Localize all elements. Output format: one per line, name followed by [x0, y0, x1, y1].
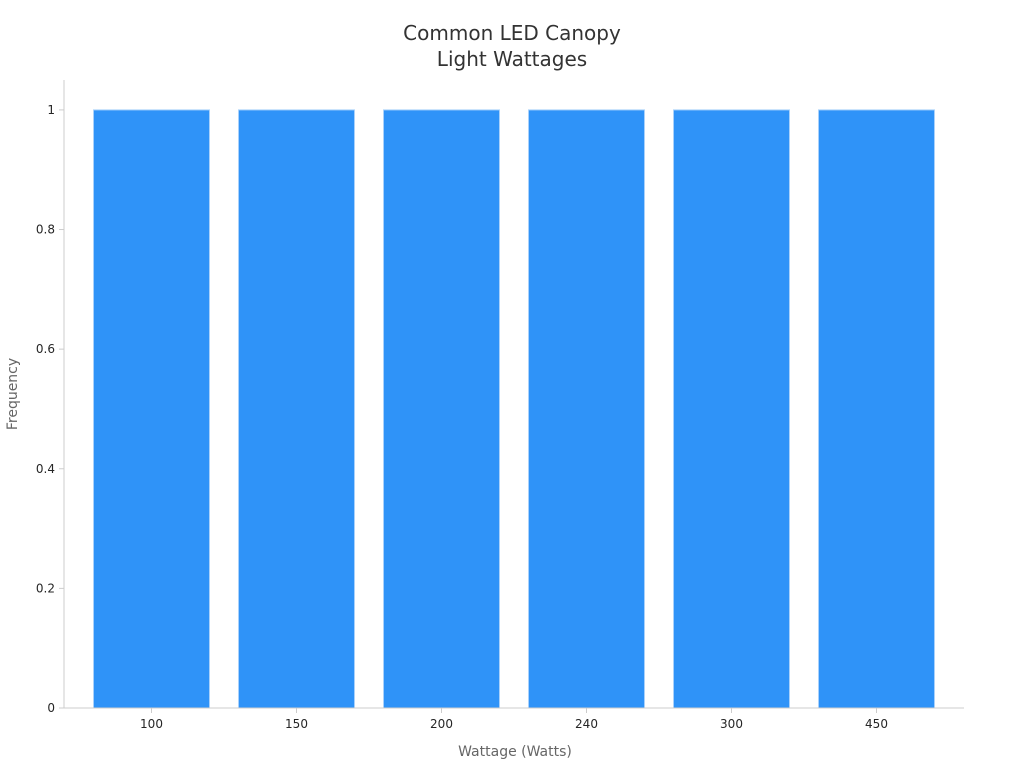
y-tick-label: 1: [47, 103, 55, 117]
bars-layer: [93, 109, 935, 709]
bar-200: [383, 109, 500, 709]
x-tick-label: 200: [430, 717, 453, 731]
y-tick-label: 0.6: [36, 342, 55, 356]
bar-240: [528, 109, 645, 709]
y-tick-label: 0.4: [36, 462, 55, 476]
chart-title-line-2: Light Wattages: [437, 47, 587, 71]
bar-100: [93, 109, 210, 709]
x-tick-label: 450: [865, 717, 888, 731]
x-tick-label: 300: [720, 717, 743, 731]
bar-450: [818, 109, 935, 709]
y-tick-label: 0.8: [36, 223, 55, 237]
y-tick-label: 0.2: [36, 581, 55, 595]
bar-150: [238, 109, 355, 709]
x-tick-label: 150: [285, 717, 308, 731]
chart-title-line-1: Common LED Canopy: [403, 21, 621, 45]
x-axis-ticks: 100 150 200 240 300 450: [140, 708, 888, 731]
y-axis-label: Frequency: [5, 358, 21, 430]
x-axis-label: Wattage (Watts): [458, 744, 572, 760]
y-axis-ticks: 0 0.2 0.4 0.6 0.8 1: [36, 103, 64, 715]
x-tick-label: 100: [140, 717, 163, 731]
x-tick-label: 240: [575, 717, 598, 731]
y-tick-label: 0: [47, 701, 55, 715]
chart-title: Common LED Canopy Light Wattages: [403, 21, 621, 71]
bar-300: [673, 109, 790, 709]
